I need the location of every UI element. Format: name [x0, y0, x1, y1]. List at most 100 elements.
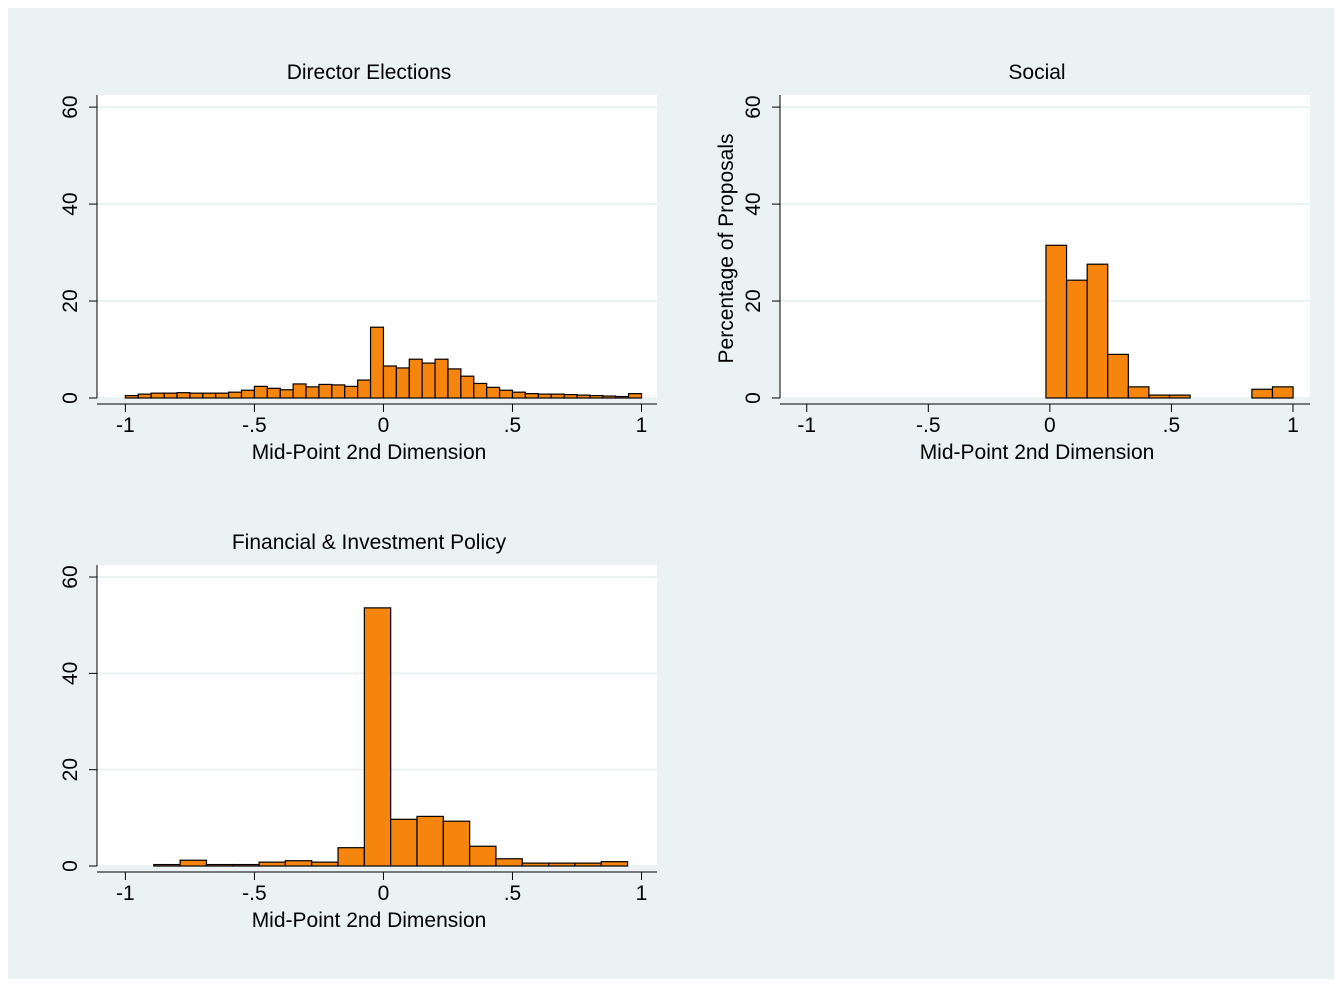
bar — [421, 362, 436, 399]
bar — [215, 392, 230, 399]
bar — [416, 815, 444, 867]
chart-title: Social — [1008, 61, 1065, 84]
bar — [548, 862, 576, 867]
bar — [202, 392, 217, 399]
bar — [137, 393, 152, 399]
x-tick-label: 1 — [1287, 414, 1299, 437]
bar — [615, 395, 630, 399]
y-tick-label: 20 — [59, 758, 82, 781]
y-axis-label: Percentage of Proposals — [715, 134, 738, 364]
bar — [1086, 263, 1109, 399]
x-axis-label: Mid-Point 2nd Dimension — [252, 909, 487, 932]
bar — [240, 389, 256, 399]
bar — [1107, 353, 1129, 399]
y-tick-label: 40 — [59, 192, 82, 215]
bar — [473, 382, 488, 399]
bar — [344, 385, 359, 399]
x-axis-label: Mid-Point 2nd Dimension — [920, 441, 1155, 464]
plot-area — [780, 95, 1310, 398]
y-tick-label: 60 — [59, 95, 82, 118]
bar — [258, 861, 286, 867]
bar — [311, 861, 339, 867]
bar — [1148, 394, 1171, 399]
bar — [521, 862, 550, 867]
x-tick-label: -.5 — [242, 414, 267, 437]
y-tick-label: 0 — [59, 860, 82, 872]
bar — [232, 863, 260, 867]
bar — [369, 326, 385, 399]
bar — [363, 607, 392, 867]
bar — [1065, 279, 1088, 399]
bar — [1045, 244, 1068, 399]
y-tick-label: 40 — [59, 662, 82, 685]
bar — [189, 392, 204, 399]
bar — [1251, 388, 1274, 399]
bar — [469, 845, 497, 867]
bar — [292, 383, 307, 399]
bar — [495, 858, 523, 867]
bar — [550, 393, 565, 399]
bar — [460, 375, 475, 399]
y-tick-label: 60 — [742, 95, 765, 118]
bar — [486, 386, 501, 399]
x-tick-label: 1 — [636, 882, 648, 905]
bar — [408, 358, 423, 399]
bar — [434, 358, 449, 399]
x-tick-label: -1 — [116, 414, 135, 437]
bar — [537, 393, 552, 399]
bar — [331, 384, 346, 399]
bar — [589, 394, 604, 399]
x-tick-label: 1 — [636, 414, 648, 437]
bar — [511, 391, 526, 399]
bar — [602, 395, 617, 399]
bar — [574, 862, 602, 867]
bar — [628, 393, 643, 399]
x-axis-label: Mid-Point 2nd Dimension — [252, 441, 487, 464]
bar — [124, 394, 139, 399]
bar — [498, 389, 514, 399]
bar — [600, 861, 629, 867]
x-tick-label: 0 — [1044, 414, 1056, 437]
bar — [284, 860, 313, 867]
bar — [390, 818, 418, 867]
x-tick-label: -1 — [797, 414, 816, 437]
y-tick-label: 20 — [59, 289, 82, 312]
bar — [205, 863, 234, 867]
bar — [576, 394, 591, 399]
x-tick-label: .5 — [504, 414, 522, 437]
bar — [150, 392, 165, 399]
x-tick-label: 0 — [378, 414, 390, 437]
bar — [279, 389, 294, 399]
x-tick-label: -.5 — [916, 414, 941, 437]
bar — [266, 387, 281, 399]
y-tick-label: 60 — [59, 565, 82, 588]
bar — [337, 847, 365, 867]
x-tick-label: -.5 — [242, 882, 267, 905]
y-tick-label: 0 — [59, 392, 82, 404]
bar — [382, 365, 397, 399]
bar — [1271, 386, 1294, 399]
bar — [395, 367, 410, 399]
bar — [524, 393, 539, 399]
x-tick-label: -1 — [116, 882, 135, 905]
chart-title: Director Elections — [287, 61, 452, 84]
bar — [163, 392, 178, 399]
x-tick-label: .5 — [504, 882, 522, 905]
chart-title: Financial & Investment Policy — [232, 531, 507, 554]
bar — [228, 391, 243, 399]
bar — [253, 385, 268, 399]
y-tick-label: 40 — [742, 192, 765, 215]
bar — [563, 394, 578, 399]
bar — [176, 392, 191, 399]
bar — [179, 859, 208, 867]
bar — [357, 379, 372, 399]
bar — [318, 383, 333, 399]
bar — [1168, 394, 1191, 399]
bar — [442, 820, 471, 867]
y-tick-label: 20 — [742, 289, 765, 312]
bar — [447, 368, 462, 399]
x-tick-label: .5 — [1163, 414, 1181, 437]
bar — [153, 863, 181, 867]
bar — [1127, 386, 1150, 399]
